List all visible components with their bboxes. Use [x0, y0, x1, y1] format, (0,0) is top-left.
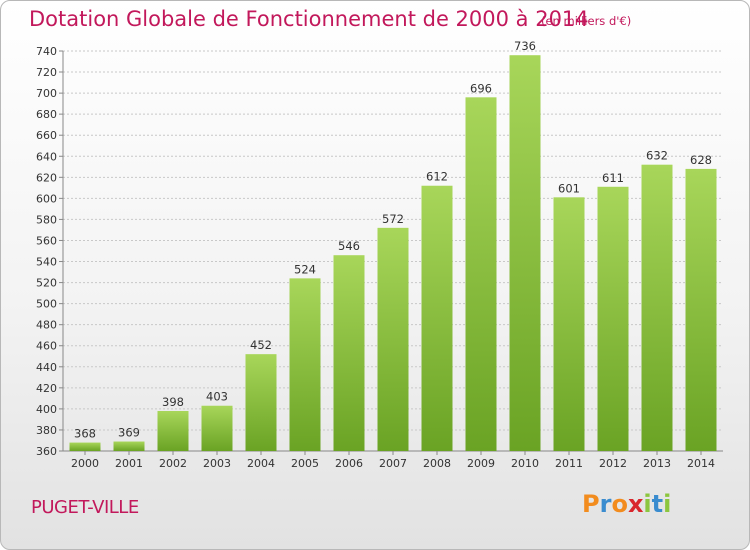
bar	[157, 411, 189, 451]
bar	[421, 185, 453, 451]
data-label: 452	[250, 338, 272, 352]
data-label: 736	[514, 39, 536, 53]
data-label: 572	[382, 212, 404, 226]
x-tick-label: 2006	[335, 457, 363, 470]
x-tick-label: 2014	[687, 457, 715, 470]
y-tick-label: 360	[36, 445, 57, 458]
logo-letter: o	[611, 490, 628, 518]
x-tick-label: 2012	[599, 457, 627, 470]
y-tick-label: 500	[36, 298, 57, 311]
bar	[553, 197, 585, 451]
data-label: 369	[118, 426, 140, 440]
x-tick-label: 2001	[115, 457, 143, 470]
data-label: 524	[294, 262, 316, 276]
y-tick-label: 480	[36, 319, 57, 332]
bar	[289, 278, 321, 451]
data-label: 632	[646, 149, 668, 163]
data-label: 628	[690, 153, 712, 167]
bar	[465, 97, 497, 451]
chart-title: Dotation Globale de Fonctionnement de 20…	[29, 7, 589, 31]
logo-letter: t	[651, 490, 664, 518]
bar	[201, 405, 233, 451]
bar	[245, 354, 277, 451]
x-tick-label: 2004	[247, 457, 275, 470]
x-tick-label: 2010	[511, 457, 539, 470]
x-tick-label: 2003	[203, 457, 231, 470]
y-tick-label: 380	[36, 424, 57, 437]
y-tick-label: 620	[36, 171, 57, 184]
data-label: 368	[74, 427, 96, 441]
x-tick-label: 2000	[71, 457, 99, 470]
x-tick-label: 2011	[555, 457, 583, 470]
bar	[685, 168, 717, 452]
data-label: 612	[426, 170, 448, 184]
data-label: 696	[470, 81, 492, 95]
logo-letter: i	[663, 490, 672, 518]
data-label: 403	[206, 390, 228, 404]
proxiti-logo[interactable]: Proxiti	[582, 490, 671, 518]
y-tick-label: 720	[36, 66, 57, 79]
y-tick-label: 520	[36, 277, 57, 290]
data-label: 546	[338, 239, 360, 253]
chart-subtitle: (en milliers d'€)	[541, 14, 632, 28]
y-tick-label: 660	[36, 129, 57, 142]
x-tick-label: 2002	[159, 457, 187, 470]
bar	[641, 164, 673, 451]
y-tick-label: 460	[36, 340, 57, 353]
bar	[509, 55, 541, 452]
x-tick-label: 2005	[291, 457, 319, 470]
y-tick-label: 400	[36, 403, 57, 416]
logo-letter: P	[582, 490, 600, 518]
logo-letter: i	[643, 490, 652, 518]
y-tick-label: 580	[36, 213, 57, 226]
y-tick-label: 640	[36, 150, 57, 163]
logo-letter: x	[627, 490, 644, 518]
y-tick-label: 740	[36, 45, 57, 58]
logo-letter: r	[599, 490, 612, 518]
x-tick-label: 2007	[379, 457, 407, 470]
x-tick-label: 2013	[643, 457, 671, 470]
commune-name: PUGET-VILLE	[31, 497, 139, 518]
y-tick-label: 420	[36, 382, 57, 395]
y-tick-label: 680	[36, 108, 57, 121]
data-label: 601	[558, 181, 580, 195]
y-tick-label: 700	[36, 87, 57, 100]
x-tick-label: 2009	[467, 457, 495, 470]
data-label: 398	[162, 395, 184, 409]
bar	[69, 442, 101, 451]
bar	[333, 255, 365, 451]
y-tick-label: 600	[36, 192, 57, 205]
bar	[113, 441, 145, 451]
bar	[377, 227, 409, 451]
y-tick-label: 540	[36, 256, 57, 269]
data-label: 611	[602, 171, 624, 185]
x-tick-label: 2008	[423, 457, 451, 470]
y-tick-label: 440	[36, 361, 57, 374]
y-tick-label: 560	[36, 234, 57, 247]
bar	[597, 186, 629, 451]
